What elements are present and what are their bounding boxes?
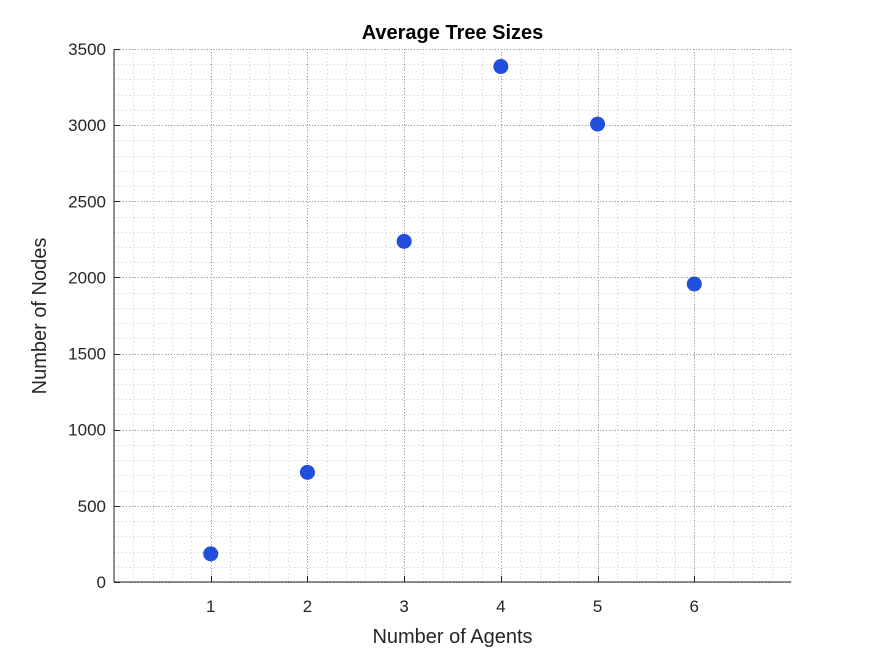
x-tick-label: 6: [690, 597, 699, 616]
x-axis-label: Number of Agents: [372, 626, 532, 648]
y-tick-label: 2000: [68, 268, 106, 287]
y-axis-label: Number of Nodes: [29, 238, 51, 395]
y-tick-label: 1000: [68, 421, 106, 440]
ticks: [114, 49, 695, 583]
x-tick-label: 3: [399, 597, 408, 616]
plot-background: [114, 49, 791, 582]
y-tick-label: 0: [97, 573, 106, 592]
data-point: [686, 276, 702, 292]
data-point: [396, 233, 412, 249]
x-tick-label: 5: [593, 597, 602, 616]
data-point: [493, 59, 509, 75]
tick-labels: 1 2 3 4 5 6 0 500 1000 1500 2000 2500 3000 3500: [68, 40, 699, 616]
y-tick-label: 500: [78, 497, 106, 516]
y-tick-label: 1500: [68, 345, 106, 364]
data-points: [203, 59, 702, 562]
x-tick-label: 2: [303, 597, 312, 616]
axes: [113, 49, 791, 583]
data-point: [299, 464, 315, 480]
y-tick-label: 3000: [68, 116, 106, 135]
y-tick-label: 3500: [68, 40, 106, 59]
data-point: [203, 546, 219, 562]
chart-title: Average Tree Sizes: [362, 22, 544, 44]
x-tick-label: 1: [206, 597, 215, 616]
x-tick-label: 4: [496, 597, 505, 616]
major-grid: [114, 49, 791, 583]
data-point: [590, 116, 606, 132]
y-tick-label: 2500: [68, 192, 106, 211]
